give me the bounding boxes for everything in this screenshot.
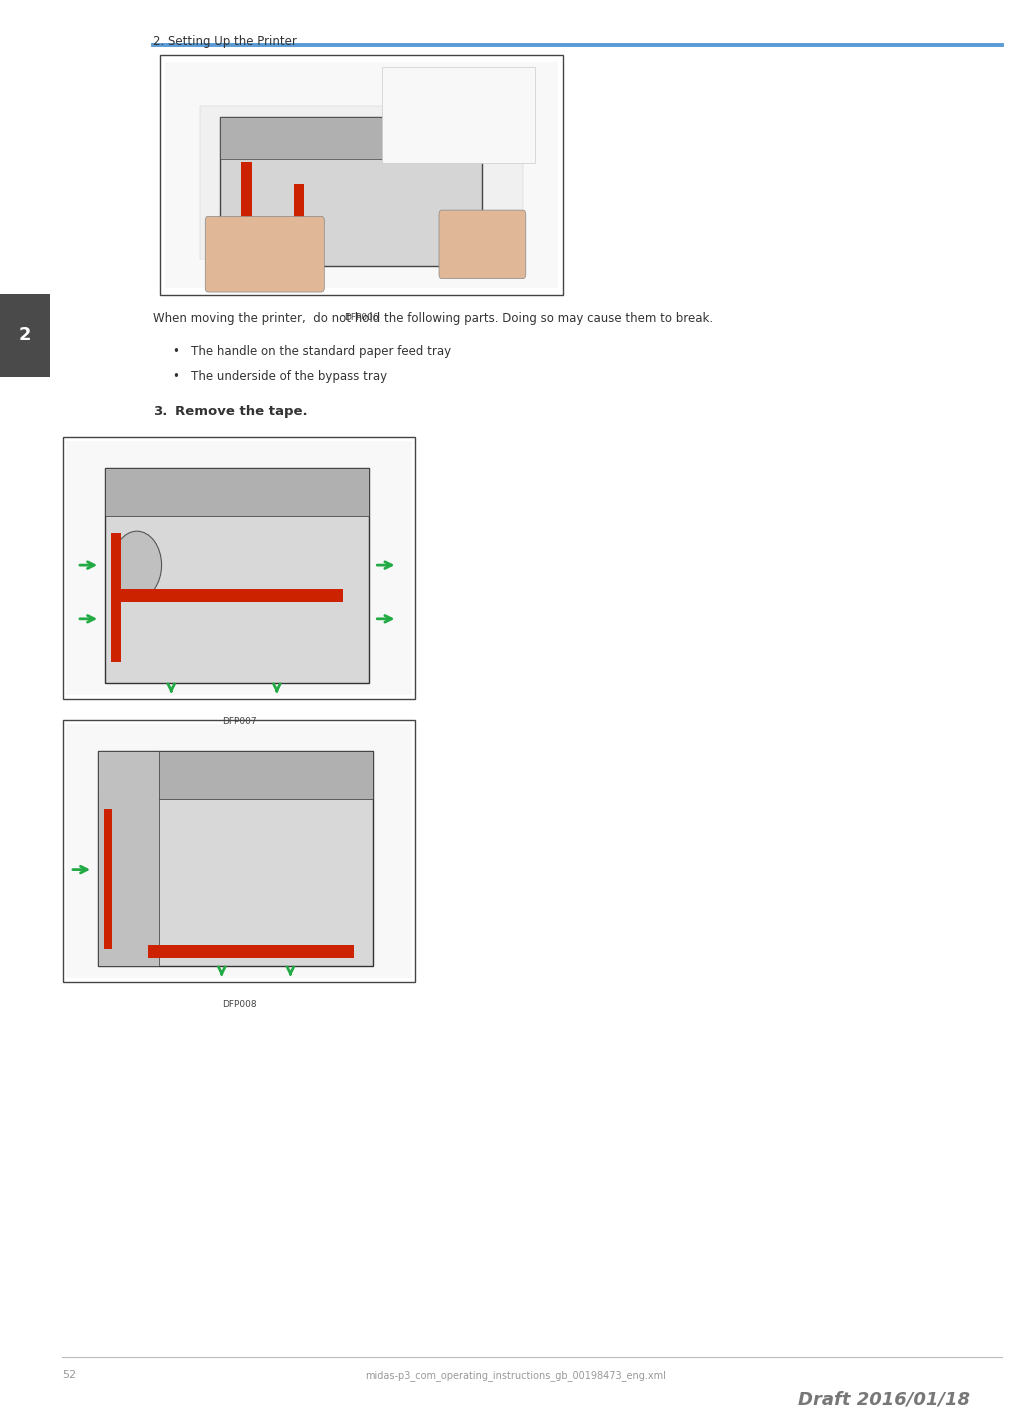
FancyBboxPatch shape xyxy=(119,588,343,601)
FancyBboxPatch shape xyxy=(439,210,525,279)
FancyBboxPatch shape xyxy=(205,216,324,293)
Text: midas-p3_com_operating_instructions_gb_00198473_eng.xml: midas-p3_com_operating_instructions_gb_0… xyxy=(365,1370,667,1381)
Text: Remove the tape.: Remove the tape. xyxy=(175,405,308,418)
FancyBboxPatch shape xyxy=(160,55,563,296)
Text: When moving the printer,  do not hold the following parts. Doing so may cause th: When moving the printer, do not hold the… xyxy=(153,313,713,325)
FancyBboxPatch shape xyxy=(221,118,482,159)
FancyBboxPatch shape xyxy=(382,67,535,163)
FancyBboxPatch shape xyxy=(221,118,482,266)
FancyBboxPatch shape xyxy=(105,469,369,516)
FancyBboxPatch shape xyxy=(98,752,373,799)
Text: DFP007: DFP007 xyxy=(222,718,256,726)
FancyBboxPatch shape xyxy=(66,725,412,978)
Text: 2. Setting Up the Printer: 2. Setting Up the Printer xyxy=(153,34,297,48)
Text: •   The underside of the bypass tray: • The underside of the bypass tray xyxy=(173,369,387,384)
FancyBboxPatch shape xyxy=(63,720,415,982)
Text: DFP006: DFP006 xyxy=(345,313,379,323)
FancyBboxPatch shape xyxy=(294,185,304,259)
Circle shape xyxy=(112,531,162,600)
Text: 52: 52 xyxy=(62,1370,76,1380)
FancyBboxPatch shape xyxy=(98,752,373,966)
FancyBboxPatch shape xyxy=(98,752,159,966)
FancyBboxPatch shape xyxy=(105,469,369,684)
FancyBboxPatch shape xyxy=(0,294,50,377)
FancyBboxPatch shape xyxy=(165,63,558,288)
Text: DFP008: DFP008 xyxy=(222,1000,256,1009)
Text: Draft 2016/01/18: Draft 2016/01/18 xyxy=(798,1390,970,1408)
FancyBboxPatch shape xyxy=(103,810,111,949)
FancyBboxPatch shape xyxy=(241,162,252,259)
FancyBboxPatch shape xyxy=(66,442,412,695)
FancyBboxPatch shape xyxy=(110,533,121,662)
FancyBboxPatch shape xyxy=(200,107,522,259)
FancyBboxPatch shape xyxy=(148,945,354,958)
Text: 3.: 3. xyxy=(153,405,167,418)
FancyBboxPatch shape xyxy=(63,438,415,699)
Text: •   The handle on the standard paper feed tray: • The handle on the standard paper feed … xyxy=(173,345,451,358)
Text: 2: 2 xyxy=(19,327,31,344)
